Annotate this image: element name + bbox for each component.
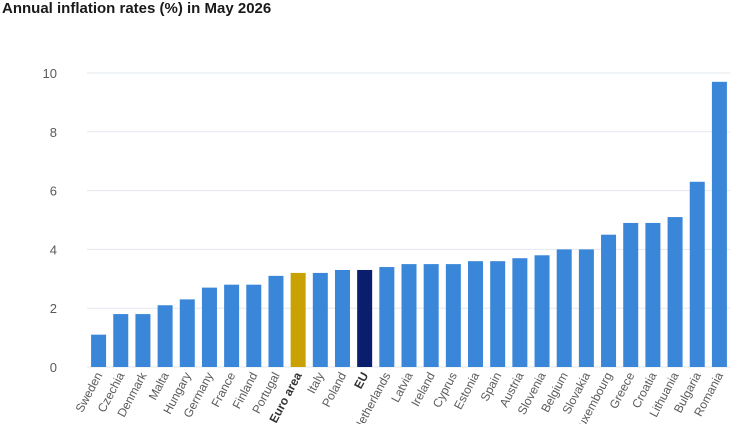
bar-bulgaria xyxy=(689,181,705,367)
bar-cyprus xyxy=(445,264,461,367)
y-tick-label: 6 xyxy=(50,184,57,199)
bar-slovenia xyxy=(534,255,550,367)
bar-austria xyxy=(512,258,528,367)
bar-lithuania xyxy=(667,217,683,367)
bar-denmark xyxy=(135,314,151,367)
bar-estonia xyxy=(468,261,484,367)
y-tick-label: 10 xyxy=(43,66,57,81)
chart-title: Annual inflation rates (%) in May 2026 xyxy=(2,0,272,17)
bar-portugal xyxy=(268,275,284,367)
x-tick-label: Italy xyxy=(304,370,327,396)
bar-poland xyxy=(334,269,350,367)
x-axis: SwedenCzechiaDenmarkMaltaHungaryGermanyF… xyxy=(73,369,727,424)
bar-luxembourg xyxy=(601,234,617,367)
y-tick-label: 0 xyxy=(50,360,57,375)
bar-hungary xyxy=(179,299,195,367)
bar-romania xyxy=(711,81,727,367)
bar-ireland xyxy=(423,264,439,367)
bar-finland xyxy=(246,284,262,367)
x-tick-label: EU xyxy=(351,370,371,391)
bar-netherlands xyxy=(379,267,395,367)
bar-malta xyxy=(157,305,173,367)
bar-czechia xyxy=(113,314,129,367)
bar-italy xyxy=(312,272,328,367)
y-tick-label: 2 xyxy=(50,301,57,316)
bar-france xyxy=(224,284,240,367)
bar-eu xyxy=(357,269,373,367)
y-axis: 0 2 4 6 8 10 xyxy=(43,66,57,375)
bars xyxy=(91,81,727,367)
bar-greece xyxy=(623,222,639,367)
bar-sweden xyxy=(91,334,107,367)
y-tick-label: 4 xyxy=(50,242,57,257)
bar-germany xyxy=(201,287,217,367)
bar-latvia xyxy=(401,264,417,367)
bar-spain xyxy=(490,261,506,367)
bar-slovakia xyxy=(578,249,594,367)
y-tick-label: 8 xyxy=(50,125,57,140)
bar-euro-area xyxy=(290,272,306,367)
bar-belgium xyxy=(556,249,572,367)
bar-croatia xyxy=(645,222,661,367)
